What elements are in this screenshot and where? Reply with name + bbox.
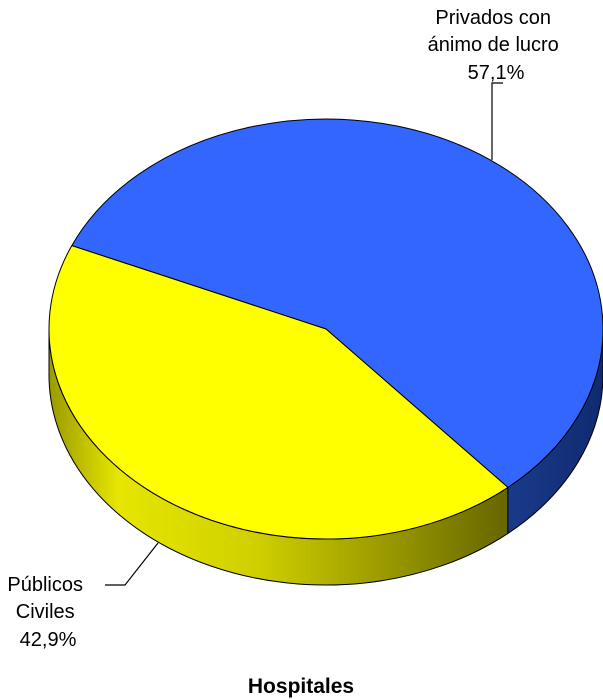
- data-label-privados: Privados con ánimo de lucro 57,1%: [428, 7, 565, 84]
- pie-slice-publicos: [48, 244, 509, 540]
- data-label-publicos-line1: Públicos: [7, 574, 83, 596]
- data-label-privados-line1: Privados con: [435, 7, 551, 29]
- pie-slice-privados: [71, 118, 603, 489]
- chart-title: Hospitales: [248, 675, 354, 698]
- data-label-privados-line2: ánimo de lucro: [428, 34, 559, 56]
- leader-line-publicos: [105, 542, 159, 586]
- data-label-publicos: Públicos Civiles 42,9%: [7, 574, 88, 651]
- data-label-publicos-value: 42,9%: [20, 629, 77, 651]
- data-label-privados-value: 57,1%: [468, 62, 525, 84]
- data-label-publicos-line2: Civiles: [16, 601, 75, 623]
- leader-line-privados: [491, 82, 503, 160]
